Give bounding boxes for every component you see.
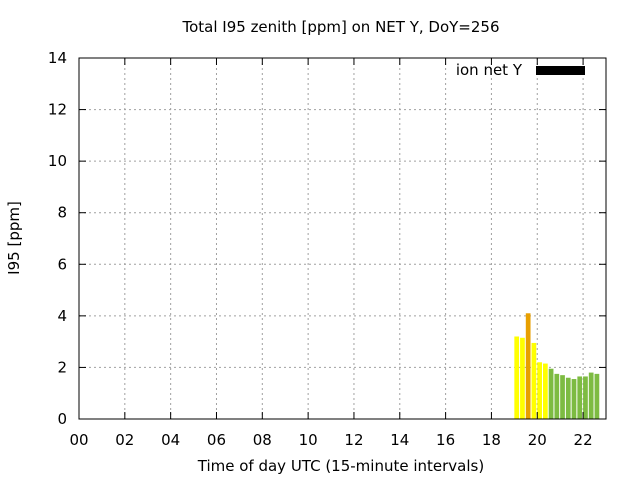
- x-tick-label: 06: [207, 431, 226, 449]
- bar: [554, 373, 560, 419]
- y-tick-label: 4: [57, 307, 67, 325]
- bar: [514, 336, 520, 419]
- x-tick-label: 02: [115, 431, 134, 449]
- bar: [548, 368, 554, 419]
- bar: [525, 313, 531, 419]
- bars: [514, 313, 600, 419]
- y-tick-labels: 0 2 4 6 8 10 12 14: [48, 49, 67, 428]
- bar: [542, 363, 548, 419]
- bar: [577, 376, 583, 419]
- chart-title: Total I95 zenith [ppm] on NET Y, DoY=256: [181, 18, 499, 36]
- y-tick-label: 10: [48, 152, 67, 170]
- grid: [79, 58, 606, 419]
- x-tick-label: 04: [161, 431, 180, 449]
- bar: [531, 342, 537, 419]
- x-tick-label: 10: [299, 431, 318, 449]
- legend-label: ion net Y: [456, 61, 523, 79]
- y-tick-label: 2: [57, 358, 67, 376]
- y-tick-label: 0: [57, 410, 67, 428]
- x-tick-label: 00: [69, 431, 88, 449]
- x-tick-label: 14: [390, 431, 409, 449]
- x-tick-label: 12: [344, 431, 363, 449]
- x-tick-labels: 00 02 04 06 08 10 12 14 16 18 20 22: [69, 431, 592, 449]
- bar: [565, 377, 571, 419]
- legend: ion net Y: [456, 61, 585, 79]
- x-tick-label: 20: [528, 431, 547, 449]
- bar: [588, 372, 594, 419]
- bar: [520, 337, 525, 419]
- y-tick-label: 14: [48, 49, 67, 67]
- y-tick-label: 12: [48, 101, 67, 119]
- x-tick-label: 22: [574, 431, 593, 449]
- bar: [583, 376, 588, 419]
- bar: [594, 373, 600, 419]
- bar: [560, 375, 565, 419]
- x-tick-label: 18: [482, 431, 501, 449]
- bar: [537, 362, 542, 419]
- bar: [571, 379, 577, 419]
- x-tick-label: 16: [436, 431, 455, 449]
- y-tick-label: 6: [57, 255, 67, 273]
- x-axis-label: Time of day UTC (15-minute intervals): [197, 457, 484, 475]
- y-axis-label: I95 [ppm]: [5, 201, 23, 275]
- plot-frame: [78, 57, 607, 420]
- ticks: [78, 57, 606, 420]
- y-tick-label: 8: [57, 204, 67, 222]
- legend-swatch: [536, 66, 585, 75]
- x-tick-label: 08: [253, 431, 272, 449]
